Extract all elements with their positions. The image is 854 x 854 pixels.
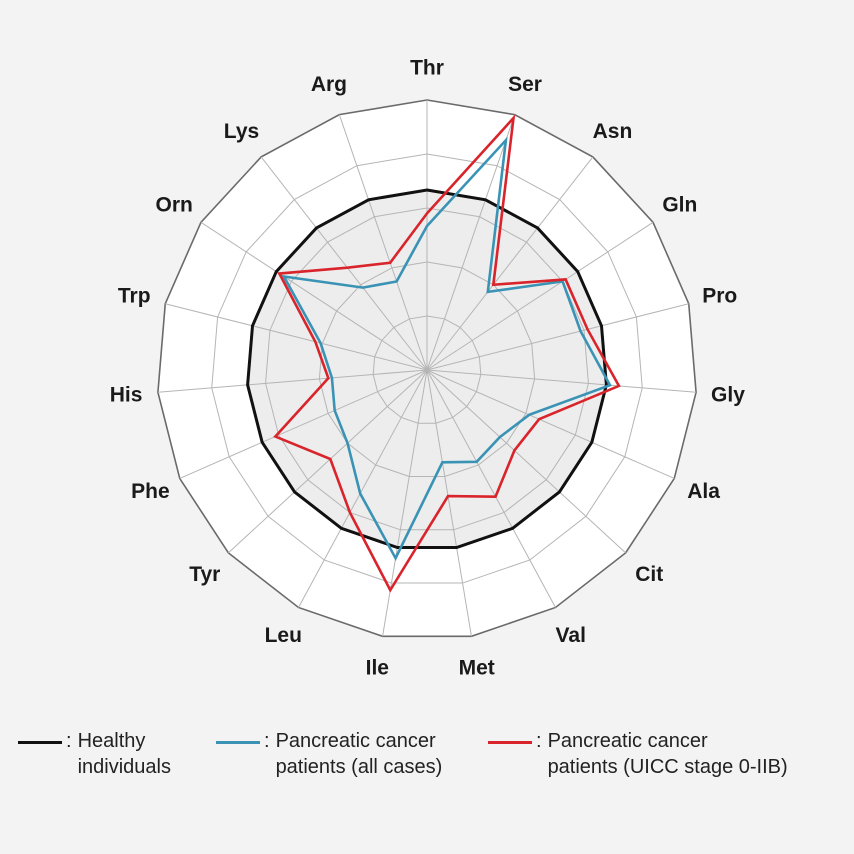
radar-series — [246, 114, 621, 593]
radar-spoke — [426, 369, 472, 637]
radar-spoke — [426, 303, 689, 371]
axis-label: Ile — [366, 656, 389, 679]
legend-label-healthy: Healthy individuals — [77, 730, 171, 778]
radar-spoke — [426, 369, 556, 608]
legend-item-all-cases: : Pancreatic cancer patients (all cases) — [216, 728, 442, 780]
axis-label: Met — [459, 656, 495, 679]
axis-label: Ala — [687, 480, 720, 503]
radar-spoke — [260, 156, 428, 371]
radar-spoke — [200, 221, 428, 371]
radar-spoke — [228, 369, 428, 554]
axis-label: Ser — [508, 73, 542, 96]
axis-label: Arg — [311, 73, 347, 96]
axis-label: Gly — [711, 383, 745, 406]
radar-ring — [211, 153, 643, 584]
radar-spoke — [426, 221, 654, 371]
radar-spoke — [338, 114, 428, 371]
radar-spoke — [426, 156, 594, 371]
legend-separator: : — [536, 730, 542, 752]
axis-label: Tyr — [189, 563, 220, 586]
legend-swatch-stage — [488, 741, 532, 744]
legend-separator: : — [264, 730, 270, 752]
axis-labels: Thr Ser Asn Gln Pro Gly Ala Cit Val Met Ile Leu Tyr P… — [110, 57, 746, 680]
axis-label: Trp — [118, 284, 151, 307]
legend-item-stage: : Pancreatic cancer patients (UICC stage… — [488, 728, 788, 780]
radar-spoke — [157, 369, 428, 393]
axis-label: Val — [556, 624, 586, 647]
radar-ring — [318, 261, 536, 478]
axis-label: Lys — [224, 120, 259, 143]
series-line-1 — [281, 136, 612, 562]
series-line-2 — [273, 114, 621, 593]
axis-label: His — [110, 383, 143, 406]
legend: : Healthy individuals : Pancreatic cance… — [18, 728, 848, 798]
legend-swatch-all-cases — [216, 741, 260, 744]
legend-separator: : — [66, 730, 72, 752]
radar-grid — [157, 99, 697, 638]
axis-label: Pro — [702, 284, 737, 307]
radar-spoke — [426, 114, 516, 371]
series-line-0 — [246, 188, 608, 550]
radar-spoke — [179, 369, 428, 479]
radar-chart: Thr Ser Asn Gln Pro Gly Ala Cit Val Met Ile Leu Tyr P… — [110, 57, 746, 680]
legend-swatch-healthy — [18, 741, 62, 744]
axis-label: Cit — [635, 563, 663, 586]
axis-label: Phe — [131, 480, 170, 503]
legend-item-healthy: : Healthy individuals — [18, 728, 171, 780]
radar-spoke — [426, 369, 697, 393]
radar-ring — [372, 315, 482, 424]
axis-label: Asn — [593, 120, 633, 143]
legend-label-all-cases: Pancreatic cancer patients (all cases) — [275, 730, 443, 778]
axis-label: Gln — [662, 193, 697, 216]
radar-spoke — [426, 369, 675, 479]
axis-label: Orn — [156, 193, 193, 216]
legend-label-stage: Pancreatic cancer patients (UICC stage 0… — [547, 730, 788, 778]
axis-label: Thr — [410, 57, 444, 80]
axis-label: Leu — [265, 624, 302, 647]
radar-spoke — [165, 303, 428, 371]
radar-spoke — [298, 369, 428, 608]
radar-spoke — [426, 369, 626, 554]
